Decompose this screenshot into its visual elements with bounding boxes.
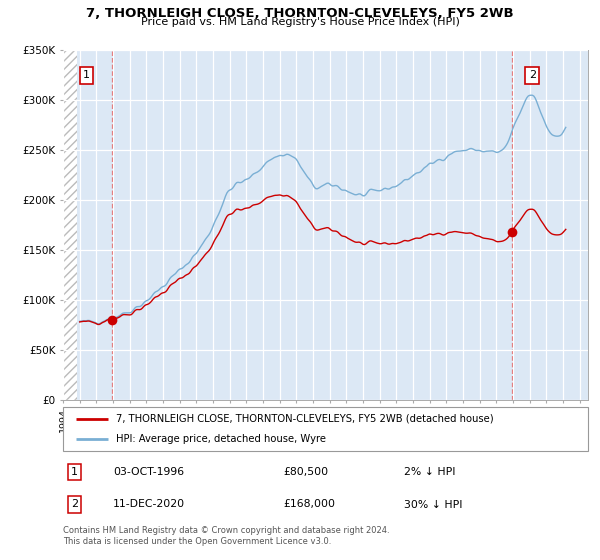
Text: Price paid vs. HM Land Registry's House Price Index (HPI): Price paid vs. HM Land Registry's House … bbox=[140, 17, 460, 27]
Text: 1: 1 bbox=[71, 466, 78, 477]
Text: Contains HM Land Registry data © Crown copyright and database right 2024.
This d: Contains HM Land Registry data © Crown c… bbox=[63, 526, 389, 546]
Text: 2% ↓ HPI: 2% ↓ HPI bbox=[404, 466, 456, 477]
Text: £80,500: £80,500 bbox=[284, 466, 329, 477]
Text: 11-DEC-2020: 11-DEC-2020 bbox=[113, 500, 185, 510]
Text: 30% ↓ HPI: 30% ↓ HPI bbox=[404, 500, 463, 510]
Text: £168,000: £168,000 bbox=[284, 500, 335, 510]
Text: 2: 2 bbox=[529, 71, 536, 81]
Text: 03-OCT-1996: 03-OCT-1996 bbox=[113, 466, 184, 477]
Bar bbox=[63, 50, 77, 400]
Text: 2: 2 bbox=[71, 500, 78, 510]
Text: 7, THORNLEIGH CLOSE, THORNTON-CLEVELEYS, FY5 2WB: 7, THORNLEIGH CLOSE, THORNTON-CLEVELEYS,… bbox=[86, 7, 514, 20]
Text: HPI: Average price, detached house, Wyre: HPI: Average price, detached house, Wyre bbox=[115, 434, 325, 444]
Text: 7, THORNLEIGH CLOSE, THORNTON-CLEVELEYS, FY5 2WB (detached house): 7, THORNLEIGH CLOSE, THORNTON-CLEVELEYS,… bbox=[115, 414, 493, 424]
Text: 1: 1 bbox=[83, 71, 90, 81]
